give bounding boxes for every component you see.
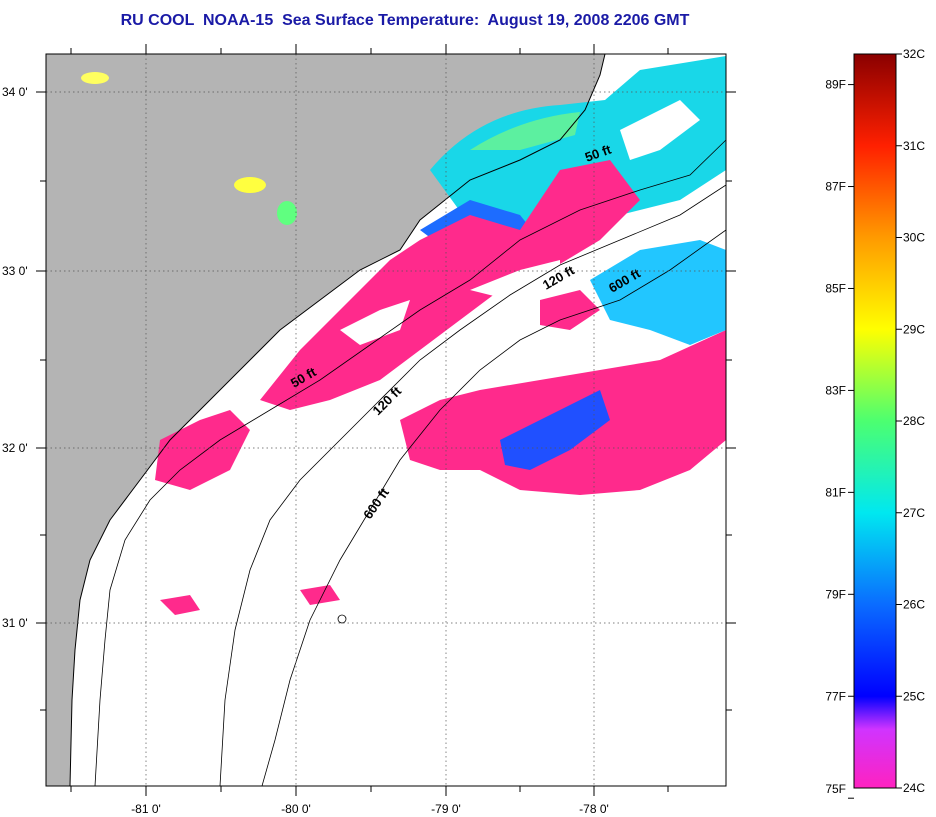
sst-cloud-gap-3 — [620, 100, 700, 160]
fahrenheit-label: 85F — [825, 281, 846, 295]
sst-pink-patch-1 — [260, 160, 640, 410]
map-ticks — [36, 44, 736, 796]
sst-pink-patch-2 — [155, 410, 250, 490]
lon-label-81: -81 0' — [131, 802, 161, 816]
celsius-label: 25C — [903, 689, 925, 703]
fahrenheit-label: 75F — [825, 782, 846, 796]
lat-label-32: 32 0' — [2, 441, 28, 455]
celsius-label: 30C — [903, 231, 925, 245]
fahrenheit-label: 89F — [825, 78, 846, 92]
contour-600ft — [261, 229, 726, 786]
fahrenheit-label: 81F — [825, 485, 846, 499]
inland-lake-3 — [81, 72, 109, 84]
lat-label-34: 34 0' — [2, 85, 28, 99]
colorbar-ticks — [848, 53, 902, 799]
celsius-label: 29C — [903, 322, 925, 336]
contour-50ft — [94, 139, 726, 786]
sst-pink-patch-4 — [540, 290, 600, 330]
celsius-label: 32C — [903, 47, 925, 61]
map-title: RU COOL NOAA-15 Sea Surface Temperature:… — [120, 12, 690, 29]
celsius-label: 26C — [903, 598, 925, 612]
sst-cloud-gap-2 — [470, 260, 560, 300]
coastline — [69, 54, 606, 786]
fahrenheit-label: 87F — [825, 180, 846, 194]
celsius-label: 28C — [903, 414, 925, 428]
map-frame — [45, 53, 727, 787]
celsius-label: 31C — [903, 139, 925, 153]
lat-label-31: 31 0' — [2, 616, 28, 630]
seamount-contour — [337, 614, 347, 624]
sst-pink-patch-6 — [300, 585, 340, 605]
sst-cloud-gap-1 — [340, 300, 410, 345]
lon-label-78: -78 0' — [579, 802, 609, 816]
lon-label-80: -80 0' — [281, 802, 311, 816]
lon-label-79: -79 0' — [431, 802, 461, 816]
sst-blue-patch-2 — [500, 390, 610, 470]
land-mass — [46, 54, 605, 786]
colorbar-gradient — [853, 53, 897, 789]
inland-lake-2 — [277, 201, 297, 225]
contour-120ft — [219, 184, 726, 786]
map-grid — [46, 54, 726, 786]
fahrenheit-label: 79F — [825, 587, 846, 601]
sst-cyan-patch-2 — [590, 240, 726, 345]
celsius-label: 24C — [903, 781, 925, 795]
fahrenheit-label: 77F — [825, 689, 846, 703]
sst-pink-patch-5 — [160, 595, 200, 615]
lat-label-33: 33 0' — [2, 264, 28, 278]
fahrenheit-label: 83F — [825, 383, 846, 397]
inland-lake-1 — [234, 177, 266, 193]
sst-green-patch-1 — [470, 112, 580, 150]
celsius-label: 27C — [903, 506, 925, 520]
colorbar-labels: 32C 31C 30C 29C 28C 27C 26C 25C 24C 89F 87F 85F 83F 8… — [825, 47, 925, 796]
